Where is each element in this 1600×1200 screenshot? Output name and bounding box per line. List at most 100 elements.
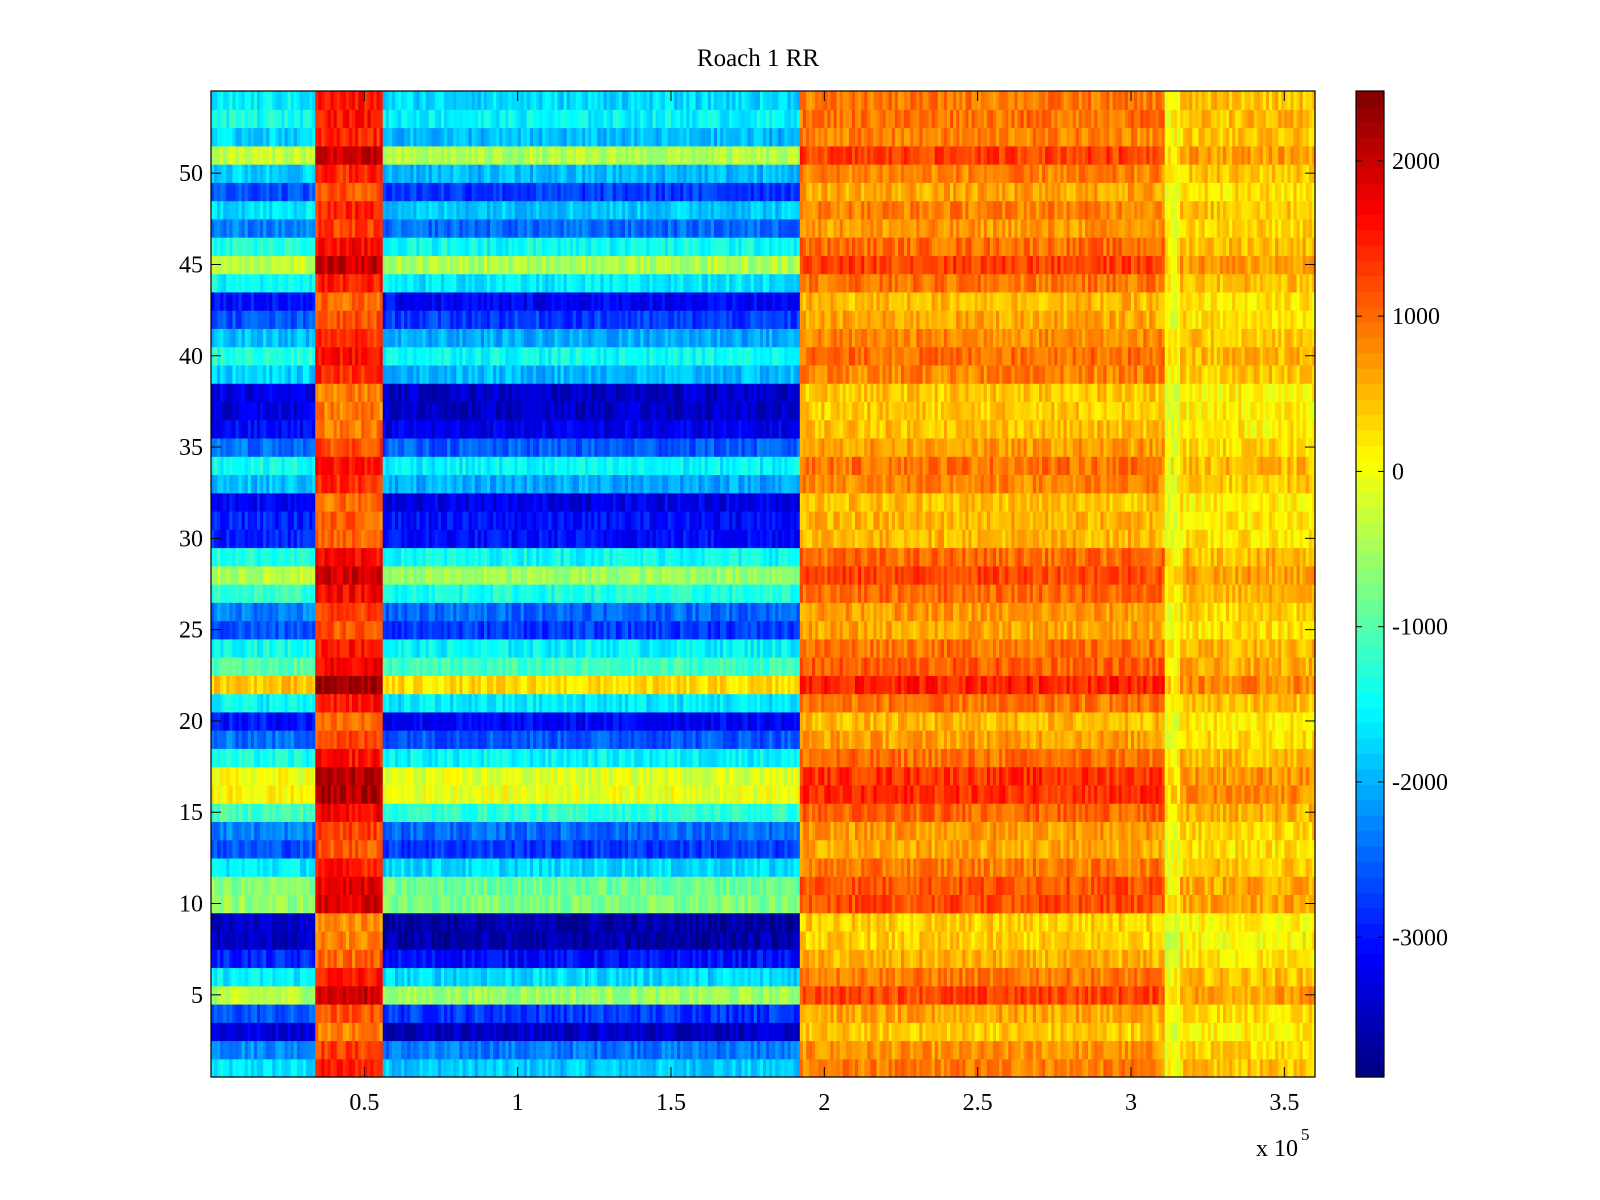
heatmap-cell	[275, 1040, 280, 1060]
heatmap-row-5	[211, 985, 1316, 1005]
heatmap-cell	[621, 1058, 626, 1078]
heatmap-cell	[1140, 1040, 1144, 1060]
heatmap-cell	[904, 1040, 908, 1060]
heatmap-cell	[413, 1058, 418, 1078]
heatmap-cell	[1299, 1058, 1304, 1078]
heatmap-cell	[723, 1040, 727, 1060]
heatmap-cell	[1035, 1058, 1040, 1078]
heatmap-cell	[744, 1040, 749, 1060]
heatmap-row-7	[211, 949, 1316, 969]
heatmap-cell	[1152, 1058, 1157, 1078]
heatmap-cell	[756, 1040, 761, 1060]
heatmap-cell	[1109, 1040, 1114, 1060]
heatmap-cell	[1229, 1058, 1233, 1078]
heatmap-cell	[713, 1040, 718, 1060]
heatmap-cell	[759, 1040, 764, 1060]
heatmap-cell	[621, 1040, 626, 1060]
heatmap-cell	[388, 1040, 393, 1060]
heatmap-cell	[775, 1040, 779, 1060]
heatmap-cell	[698, 1040, 703, 1060]
heatmap-cell	[766, 1058, 770, 1078]
heatmap-cell	[1265, 1058, 1270, 1078]
heatmap-cell	[956, 1058, 960, 1078]
heatmap-cell	[812, 1040, 816, 1060]
heatmap-cell	[861, 1040, 865, 1060]
heatmap-cell	[422, 1040, 427, 1060]
heatmap-cell	[293, 1040, 298, 1060]
heatmap-cell	[490, 1058, 494, 1078]
heatmap-cell	[652, 1058, 657, 1078]
heatmap-cell	[855, 1040, 859, 1060]
heatmap-cell	[1204, 1058, 1209, 1078]
heatmap-cell	[235, 1040, 240, 1060]
heatmap-cell	[692, 1040, 697, 1060]
heatmap-cell	[655, 1058, 660, 1078]
heatmap-cell	[453, 1058, 457, 1078]
heatmap-cell	[842, 1040, 847, 1060]
heatmap-cell	[223, 1058, 227, 1078]
heatmap-cell	[1143, 1040, 1147, 1060]
heatmap-cell	[557, 1040, 562, 1060]
heatmap-cell	[897, 1058, 902, 1078]
heatmap-cell	[1213, 1058, 1218, 1078]
heatmap-cell	[793, 1040, 798, 1060]
heatmap-cell	[775, 1058, 779, 1078]
heatmap-cell	[250, 1058, 255, 1078]
heatmap-cell	[787, 1058, 792, 1078]
heatmap-cell	[1235, 1058, 1239, 1078]
heatmap-cell	[480, 1040, 485, 1060]
heatmap-cell	[575, 1040, 580, 1060]
heatmap-cell	[1112, 1058, 1117, 1078]
heatmap-cell	[1124, 1058, 1129, 1078]
heatmap-cell	[355, 1040, 359, 1060]
heatmap-cell	[330, 1058, 335, 1078]
heatmap-cell	[1054, 1040, 1058, 1060]
heatmap-cell	[278, 1058, 283, 1078]
heatmap-cell	[358, 1040, 362, 1060]
heatmap-cell	[615, 1058, 620, 1078]
heatmap-cell	[333, 1040, 338, 1060]
heatmap-cell	[1115, 1058, 1120, 1078]
heatmap-cell	[364, 1040, 368, 1060]
heatmap-cell	[1039, 1040, 1043, 1060]
heatmap-cell	[631, 1058, 635, 1078]
heatmap-cell	[1081, 1040, 1086, 1060]
heatmap-cell	[747, 1058, 752, 1078]
heatmap-cell	[720, 1058, 724, 1078]
heatmap-cell	[594, 1058, 598, 1078]
heatmap-cell	[689, 1058, 694, 1078]
heatmap-cell	[526, 1058, 531, 1078]
heatmap-cell	[499, 1058, 503, 1078]
heatmap-cell	[916, 1058, 920, 1078]
heatmap-row-11	[211, 876, 1316, 896]
heatmap-cell	[603, 1040, 608, 1060]
heatmap-cell	[1078, 1040, 1083, 1060]
heatmap-cell	[324, 1040, 329, 1060]
heatmap-cell	[1042, 1058, 1046, 1078]
heatmap-cell	[1060, 1040, 1065, 1060]
heatmap-cell	[505, 1040, 510, 1060]
heatmap-cell	[327, 1058, 332, 1078]
heatmap-row-13	[211, 839, 1316, 859]
heatmap-cell	[867, 1040, 871, 1060]
heatmap-cell	[726, 1058, 730, 1078]
heatmap-cell	[1232, 1058, 1236, 1078]
heatmap-cell	[640, 1058, 644, 1078]
heatmap-cell	[447, 1058, 451, 1078]
heatmap-cell	[674, 1040, 678, 1060]
heatmap-cell	[664, 1040, 669, 1060]
heatmap-cell	[517, 1058, 522, 1078]
heatmap-cell	[471, 1040, 476, 1060]
heatmap-cell	[1293, 1058, 1298, 1078]
heatmap-cell	[321, 1058, 326, 1078]
heatmap-cell	[480, 1058, 485, 1078]
heatmap-cell	[1023, 1040, 1028, 1060]
heatmap-cell	[1042, 1040, 1046, 1060]
heatmap-cell	[704, 1058, 709, 1078]
heatmap-cell	[953, 1040, 957, 1060]
heatmap-row-2	[211, 1040, 1316, 1060]
heatmap-cell	[1281, 1058, 1285, 1078]
heatmap-cell	[1244, 1058, 1249, 1078]
heatmap-cell	[763, 1040, 767, 1060]
heatmap-cell	[336, 1040, 341, 1060]
